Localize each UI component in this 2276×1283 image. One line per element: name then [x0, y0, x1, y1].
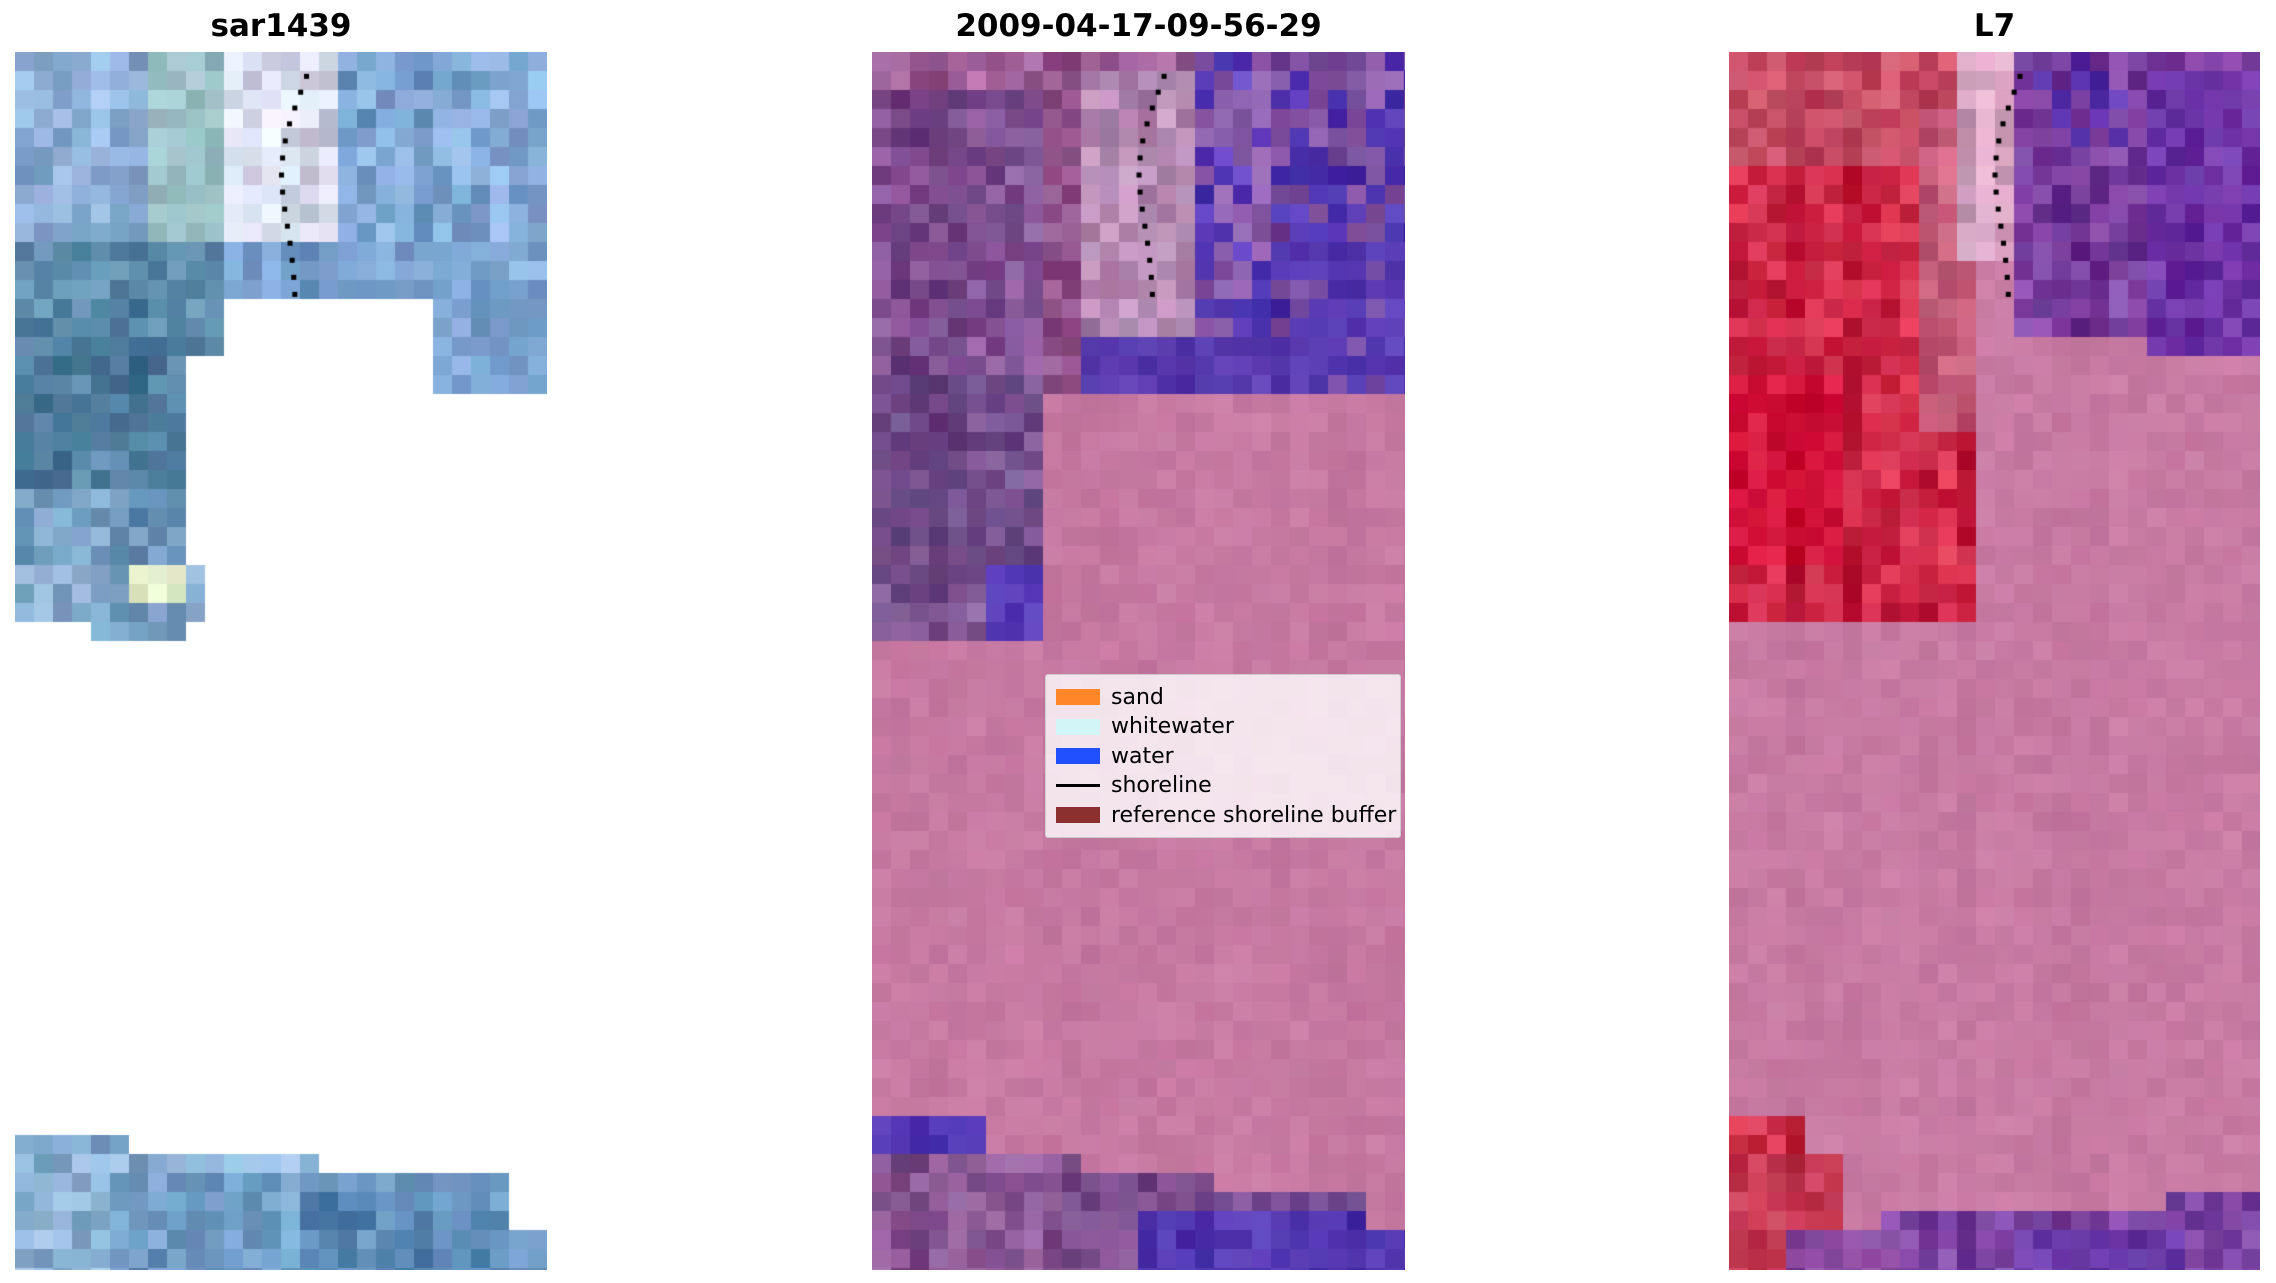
legend-item-sand: sand: [1056, 683, 1390, 711]
whitewater-swatch: [1056, 718, 1100, 735]
legend-item-reference-buffer: reference shoreline buffer: [1056, 801, 1396, 829]
sand-swatch: [1056, 689, 1100, 705]
shoreline-line-swatch: [1056, 784, 1100, 787]
legend: sand whitewater water shoreline referenc…: [1045, 674, 1401, 838]
l7-image: [1729, 52, 2260, 1270]
legend-label: whitewater: [1111, 714, 1234, 739]
legend-label: reference shoreline buffer: [1111, 802, 1397, 828]
panel-title-sar1439: sar1439: [210, 8, 352, 44]
reference-buffer-swatch: [1056, 807, 1100, 823]
panel-title-l7: L7: [1973, 8, 2016, 44]
panel-classified: 2009-04-17-09-56-29 sand whitewater wate…: [872, 8, 1405, 1270]
panel-l7: L7: [1729, 8, 2260, 1270]
legend-label: shoreline: [1111, 773, 1212, 798]
panel-title-date: 2009-04-17-09-56-29: [955, 8, 1322, 44]
sar1439-image: [15, 52, 547, 1270]
legend-label: sand: [1111, 684, 1164, 710]
legend-item-water: water: [1056, 742, 1390, 770]
legend-item-whitewater: whitewater: [1056, 713, 1390, 741]
legend-label: water: [1111, 743, 1174, 769]
legend-item-shoreline: shoreline: [1056, 772, 1390, 800]
water-swatch: [1056, 748, 1100, 764]
panel-sar1439: sar1439: [15, 8, 547, 1270]
classified-image: [872, 52, 1405, 1270]
